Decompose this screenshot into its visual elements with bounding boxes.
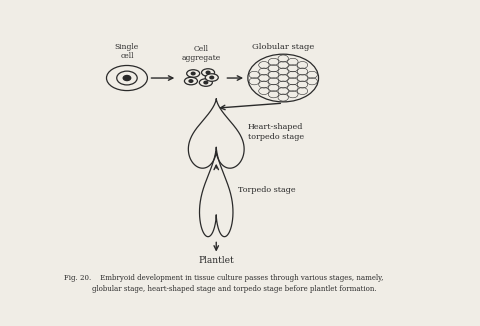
- Text: Globular stage: Globular stage: [252, 43, 314, 51]
- Ellipse shape: [184, 77, 197, 85]
- Text: Torpedo stage: Torpedo stage: [238, 186, 296, 194]
- Text: Fig. 20.    Embryoid development in tissue culture passes through various stages: Fig. 20. Embryoid development in tissue …: [64, 274, 383, 282]
- Ellipse shape: [192, 72, 195, 75]
- Text: globular stage, heart-shaped stage and torpedo stage before plantlet formation.: globular stage, heart-shaped stage and t…: [92, 285, 376, 293]
- Ellipse shape: [205, 74, 218, 81]
- Ellipse shape: [189, 80, 193, 82]
- Ellipse shape: [210, 76, 214, 79]
- Ellipse shape: [204, 81, 208, 84]
- Ellipse shape: [206, 71, 210, 74]
- Ellipse shape: [107, 66, 147, 91]
- Ellipse shape: [187, 70, 200, 77]
- Ellipse shape: [123, 76, 131, 81]
- Text: Heart-shaped
torpedo stage: Heart-shaped torpedo stage: [248, 124, 304, 141]
- Text: Single
cell: Single cell: [115, 43, 139, 60]
- Ellipse shape: [199, 79, 212, 86]
- Text: Cell
aggregate: Cell aggregate: [182, 45, 221, 62]
- Ellipse shape: [202, 69, 215, 76]
- Text: Plantlet: Plantlet: [198, 256, 234, 264]
- Circle shape: [248, 54, 319, 102]
